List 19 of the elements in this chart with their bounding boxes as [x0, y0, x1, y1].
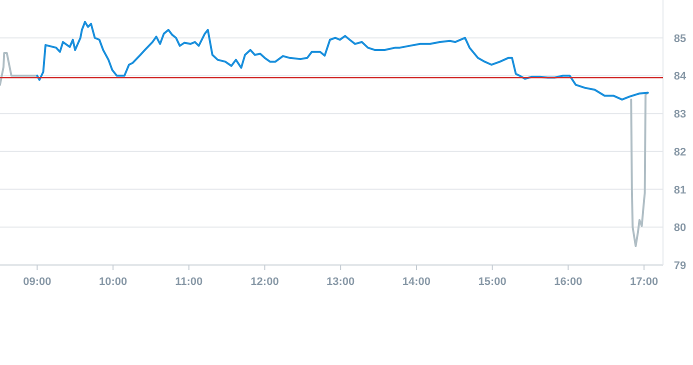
x-tick-label: 16:00 [554, 276, 582, 288]
x-tick-label: 13:00 [326, 276, 355, 288]
line-series [630, 92, 649, 248]
x-tick-label: 11:00 [175, 276, 203, 288]
x-tick-label: 12:00 [250, 276, 279, 288]
y-tick-label: 85 [674, 32, 686, 45]
x-tick-label: 09:00 [23, 276, 52, 288]
x-tick-label: 10:00 [98, 276, 128, 288]
y-tick-label: 83 [674, 108, 686, 121]
x-tick-label: 17:00 [630, 276, 658, 288]
y-tick-label: 82 [674, 146, 686, 158]
line-series [36, 20, 649, 101]
x-tick-label: 15:00 [478, 276, 506, 288]
x-tick-label: 14:00 [402, 276, 431, 288]
y-tick-label: 81 [674, 184, 686, 196]
y-tick-label: 84 [674, 70, 687, 83]
y-tick-label: 80 [674, 222, 686, 234]
line-series [0, 52, 38, 86]
y-tick-label: 79 [674, 260, 686, 272]
